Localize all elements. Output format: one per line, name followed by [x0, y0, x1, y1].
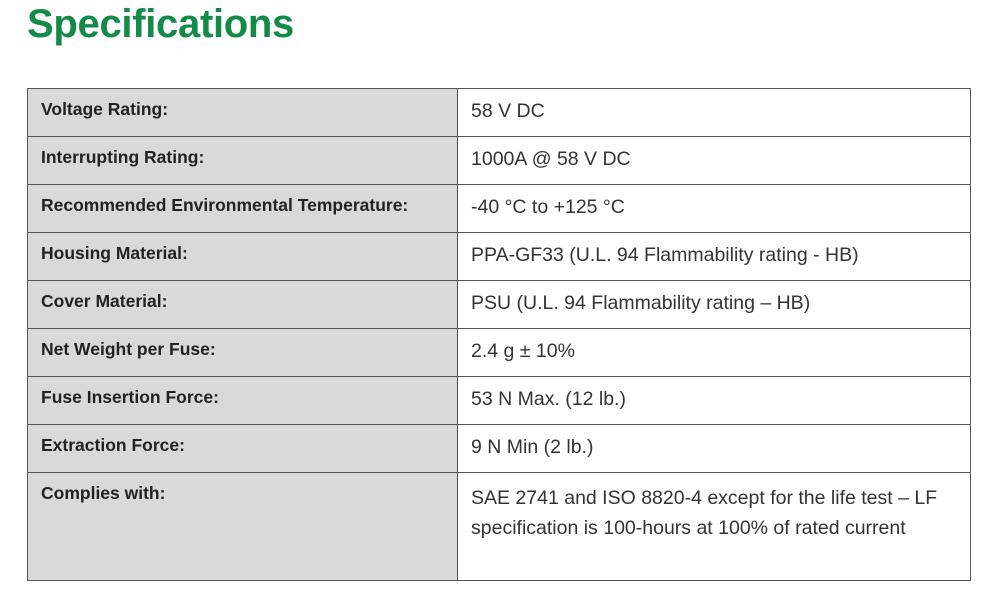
spec-row: Interrupting Rating: 1000A @ 58 V DC	[27, 136, 971, 185]
spec-row: Housing Material: PPA-GF33 (U.L. 94 Flamm…	[27, 232, 971, 281]
spec-value: 53 N Max. (12 lb.)	[457, 376, 971, 425]
spec-label: Recommended Environmental Temperature:	[27, 184, 458, 233]
spec-value: SAE 2741 and ISO 8820-4 except for the l…	[457, 472, 971, 581]
spec-label: Complies with:	[27, 472, 458, 581]
spec-row: Voltage Rating: 58 V DC	[27, 88, 971, 137]
spec-label: Voltage Rating:	[27, 88, 458, 137]
spec-table: Voltage Rating: 58 V DC Interrupting Ratin…	[27, 88, 971, 581]
spec-label: Housing Material:	[27, 232, 458, 281]
spec-value: 58 V DC	[457, 88, 971, 137]
spec-row: Extraction Force: 9 N Min (2 lb.)	[27, 424, 971, 473]
spec-row: Recommended Environmental Temperature: -4…	[27, 184, 971, 233]
spec-value: -40 °C to +125 °C	[457, 184, 971, 233]
spec-row: Net Weight per Fuse: 2.4 g ± 10%	[27, 328, 971, 377]
spec-label: Interrupting Rating:	[27, 136, 458, 185]
spec-value: 2.4 g ± 10%	[457, 328, 971, 377]
spec-label: Fuse Insertion Force:	[27, 376, 458, 425]
spec-row: Fuse Insertion Force: 53 N Max. (12 lb.)	[27, 376, 971, 425]
spec-row: Complies with: SAE 2741 and ISO 8820-4 ex…	[27, 472, 971, 581]
spec-value: PPA-GF33 (U.L. 94 Flammability rating - …	[457, 232, 971, 281]
spec-value: 9 N Min (2 lb.)	[457, 424, 971, 473]
spec-row: Cover Material: PSU (U.L. 94 Flammability…	[27, 280, 971, 329]
title: Specifications	[27, 2, 294, 46]
spec-label: Extraction Force:	[27, 424, 458, 473]
spec-value: PSU (U.L. 94 Flammability rating – HB)	[457, 280, 971, 329]
spec-label: Net Weight per Fuse:	[27, 328, 458, 377]
spec-label: Cover Material:	[27, 280, 458, 329]
spec-value: 1000A @ 58 V DC	[457, 136, 971, 185]
